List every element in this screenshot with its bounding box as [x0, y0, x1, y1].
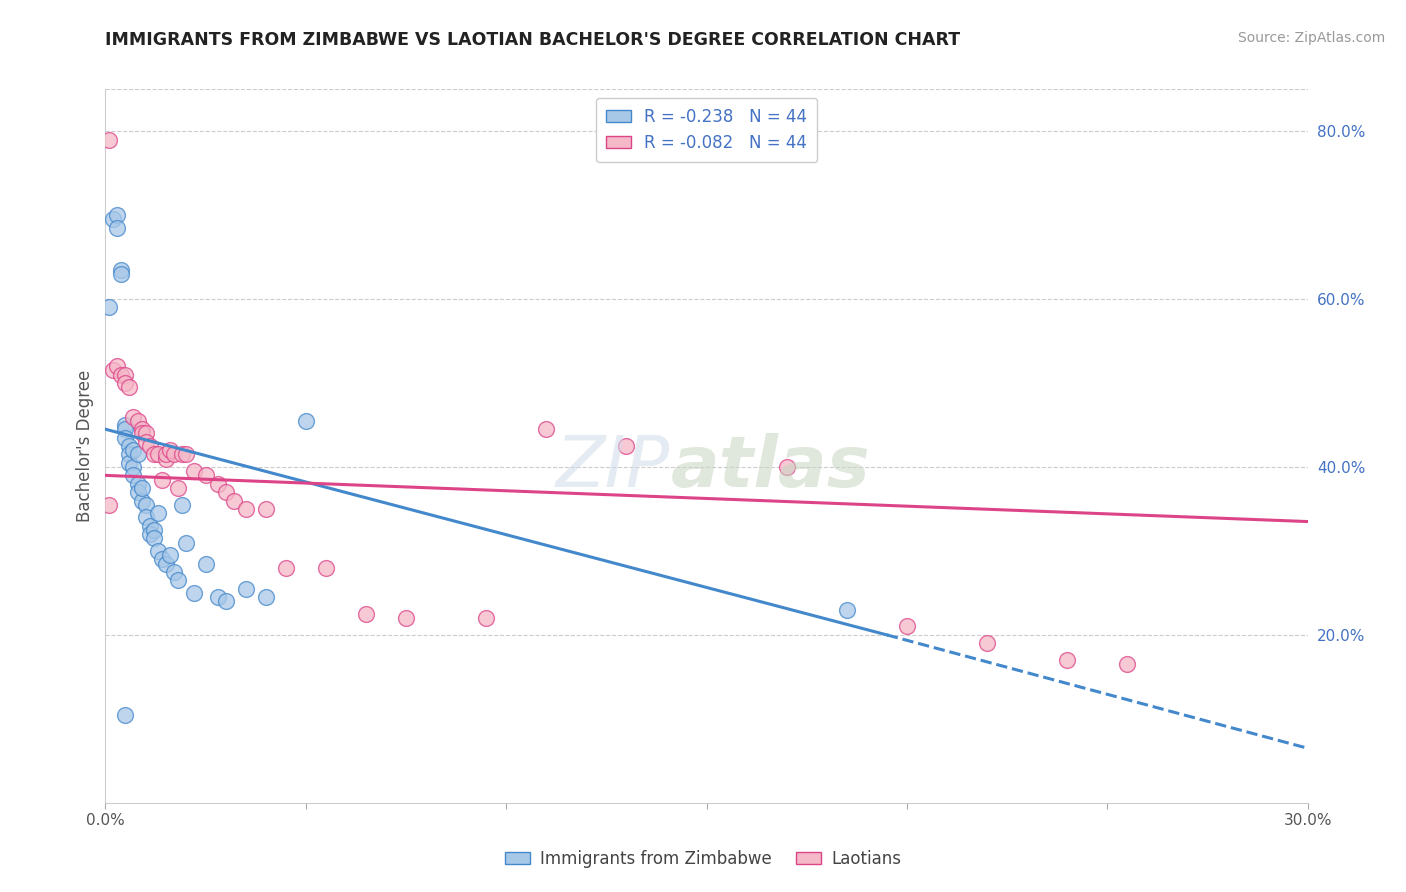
Point — [114, 707, 136, 722]
Point — [110, 262, 132, 277]
Point — [222, 493, 245, 508]
Point — [122, 443, 145, 458]
Point — [214, 594, 236, 608]
Text: atlas: atlas — [671, 433, 870, 502]
Point — [150, 552, 173, 566]
Point — [776, 460, 799, 475]
Point — [103, 212, 125, 227]
Point — [127, 485, 149, 500]
Point — [114, 431, 136, 445]
Point — [150, 473, 173, 487]
Point — [142, 447, 165, 461]
Point — [354, 607, 377, 621]
Point — [166, 481, 188, 495]
Point — [1056, 653, 1078, 667]
Point — [235, 582, 257, 596]
Point — [122, 409, 145, 424]
Point — [146, 544, 169, 558]
Point — [1116, 657, 1139, 672]
Point — [127, 414, 149, 428]
Point — [170, 447, 193, 461]
Point — [118, 380, 141, 394]
Point — [207, 476, 229, 491]
Y-axis label: Bachelor's Degree: Bachelor's Degree — [76, 370, 94, 522]
Point — [138, 518, 160, 533]
Text: ZIP: ZIP — [557, 433, 671, 502]
Point — [98, 498, 121, 512]
Point — [616, 439, 638, 453]
Point — [475, 611, 498, 625]
Point — [166, 574, 188, 588]
Point — [131, 493, 153, 508]
Point — [159, 443, 181, 458]
Point — [118, 447, 141, 461]
Point — [135, 426, 157, 441]
Point — [235, 502, 257, 516]
Point — [103, 363, 125, 377]
Point — [110, 267, 132, 281]
Point — [162, 447, 184, 461]
Point — [107, 208, 129, 222]
Point — [146, 506, 169, 520]
Point — [534, 422, 557, 436]
Point — [107, 359, 129, 374]
Point — [107, 220, 129, 235]
Point — [155, 451, 177, 466]
Point — [114, 376, 136, 390]
Point — [98, 301, 121, 315]
Point — [174, 535, 197, 549]
Point — [194, 557, 217, 571]
Point — [155, 447, 177, 461]
Point — [135, 434, 157, 449]
Point — [162, 565, 184, 579]
Point — [896, 619, 918, 633]
Point — [114, 422, 136, 436]
Point — [118, 439, 141, 453]
Point — [395, 611, 418, 625]
Point — [142, 532, 165, 546]
Point — [131, 481, 153, 495]
Point — [183, 464, 205, 478]
Text: IMMIGRANTS FROM ZIMBABWE VS LAOTIAN BACHELOR'S DEGREE CORRELATION CHART: IMMIGRANTS FROM ZIMBABWE VS LAOTIAN BACH… — [105, 31, 960, 49]
Point — [122, 468, 145, 483]
Point — [295, 414, 318, 428]
Point — [142, 523, 165, 537]
Point — [131, 422, 153, 436]
Point — [122, 460, 145, 475]
Point — [118, 456, 141, 470]
Point — [155, 557, 177, 571]
Legend: Immigrants from Zimbabwe, Laotians: Immigrants from Zimbabwe, Laotians — [498, 844, 908, 875]
Point — [131, 426, 153, 441]
Point — [274, 560, 297, 574]
Point — [174, 447, 197, 461]
Point — [214, 485, 236, 500]
Point — [315, 560, 337, 574]
Point — [98, 132, 121, 146]
Point — [170, 498, 193, 512]
Point — [138, 527, 160, 541]
Point — [138, 439, 160, 453]
Point — [254, 502, 277, 516]
Point — [159, 548, 181, 562]
Point — [835, 603, 858, 617]
Point — [114, 417, 136, 432]
Point — [207, 590, 229, 604]
Text: Source: ZipAtlas.com: Source: ZipAtlas.com — [1237, 31, 1385, 45]
Point — [254, 590, 277, 604]
Point — [114, 368, 136, 382]
Legend: R = -0.238   N = 44, R = -0.082   N = 44: R = -0.238 N = 44, R = -0.082 N = 44 — [596, 97, 817, 161]
Point — [127, 447, 149, 461]
Point — [135, 498, 157, 512]
Point — [135, 510, 157, 524]
Point — [183, 586, 205, 600]
Point — [976, 636, 998, 650]
Point — [194, 468, 217, 483]
Point — [127, 476, 149, 491]
Point — [146, 447, 169, 461]
Point — [110, 368, 132, 382]
